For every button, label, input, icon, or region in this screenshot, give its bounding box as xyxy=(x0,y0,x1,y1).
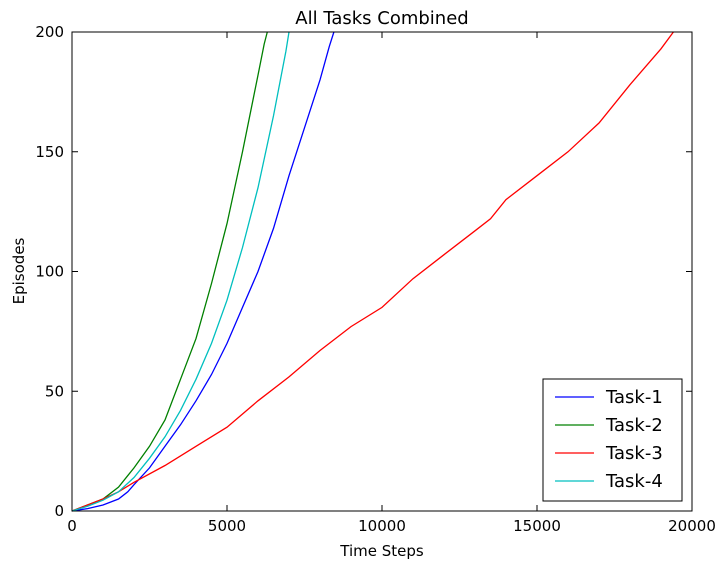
x-tick-label: 20000 xyxy=(668,517,716,535)
series-line-task-2 xyxy=(71,31,268,512)
x-tick-label: 10000 xyxy=(358,517,406,535)
x-axis: 0 5000 10000 15000 20000 xyxy=(67,32,716,535)
legend-label-task-1: Task-1 xyxy=(605,387,663,408)
series-line-task-3 xyxy=(71,31,674,512)
series-layer xyxy=(71,31,674,512)
y-tick-label: 200 xyxy=(35,23,64,41)
y-tick-label: 50 xyxy=(45,382,64,400)
legend-label-task-4: Task-4 xyxy=(605,471,663,492)
y-tick-label: 0 xyxy=(54,502,64,520)
y-axis: 0 50 100 150 200 xyxy=(35,23,692,520)
x-tick-label: 5000 xyxy=(208,517,246,535)
y-tick-label: 100 xyxy=(35,263,64,281)
series-line-task-4 xyxy=(71,31,290,512)
y-tick-label: 150 xyxy=(35,143,64,161)
legend: Task-1 Task-2 Task-3 Task-4 xyxy=(542,378,683,502)
legend-label-task-3: Task-3 xyxy=(605,443,663,464)
series-line-task-1 xyxy=(71,31,335,512)
legend-label-task-2: Task-2 xyxy=(605,415,663,436)
x-tick-label: 0 xyxy=(67,517,77,535)
x-axis-label: Time Steps xyxy=(339,542,424,560)
chart-title: All Tasks Combined xyxy=(295,8,468,29)
x-tick-label: 15000 xyxy=(513,517,561,535)
y-axis-label: Episodes xyxy=(10,237,28,304)
